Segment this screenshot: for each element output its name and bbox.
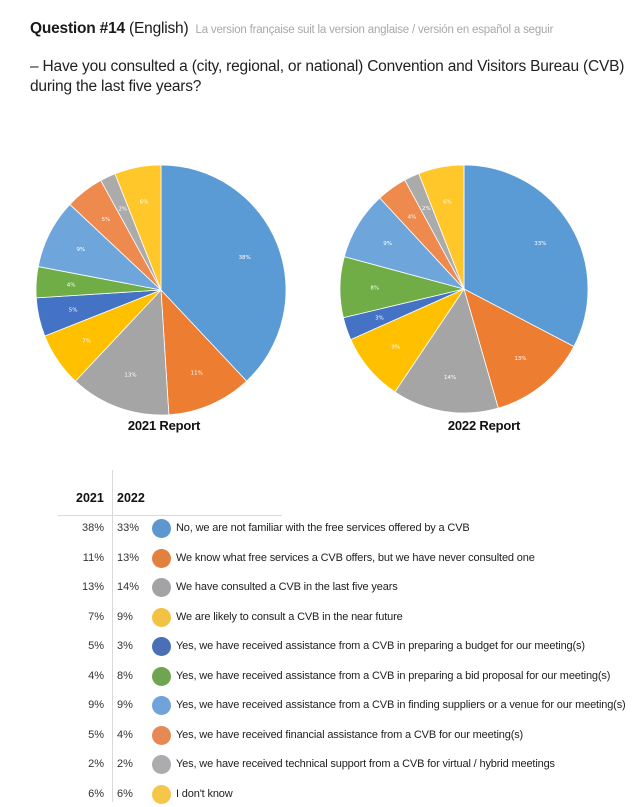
- legend-swatch-icon: [152, 548, 171, 568]
- slice-data-label: 38%: [239, 255, 251, 261]
- pie-slice: [114, 164, 162, 291]
- slice-data-label: 13%: [514, 356, 526, 362]
- value-2022: 3%: [117, 640, 133, 653]
- legend-label: Yes, we have received financial assistan…: [176, 728, 524, 741]
- slice-data-label: 9%: [391, 345, 400, 351]
- pie-chart-2021: 38% 11% 13% 7% 5% 4% 9% 5% 2% 6%: [35, 164, 287, 416]
- value-2022: 33%: [117, 522, 140, 534]
- value-2022: 2%: [117, 758, 133, 771]
- legend-swatch-icon: [152, 637, 171, 657]
- table-column-divider: [112, 470, 113, 802]
- slice-data-label: 5%: [101, 217, 110, 223]
- chart-title-2021: 2021 Report: [127, 418, 201, 433]
- pie-slice: [463, 164, 589, 348]
- legend-swatch-icon: [152, 784, 171, 804]
- legend-row: 6% 6% I don't know: [0, 784, 644, 807]
- legend-label: Yes, we have received assistance from a …: [176, 699, 626, 712]
- pie-slice: [418, 164, 465, 290]
- value-2021: 38%: [81, 522, 104, 534]
- question-number: Question #14: [30, 20, 125, 37]
- legend-swatch-icon: [152, 578, 171, 598]
- translation-note: La version française suit la version ang…: [195, 24, 554, 36]
- value-2022: 8%: [117, 669, 133, 682]
- slice-data-label: 4%: [408, 214, 417, 220]
- legend-label: Yes, we have received technical support …: [176, 758, 555, 771]
- slice-data-label: 6%: [140, 200, 149, 206]
- slice-data-label: 6%: [443, 199, 452, 205]
- legend-swatch-icon: [152, 755, 171, 775]
- legend-label: Yes, we have received assistance from a …: [176, 640, 585, 653]
- legend-row: 9% 9% Yes, we have received assistance fro…: [0, 696, 644, 718]
- legend-row: 5% 4% Yes, we have received financial assi…: [0, 725, 644, 748]
- pie-chart-2022: 33% 13% 14% 9% 3% 8% 9% 4% 2% 6%: [339, 164, 589, 414]
- value-2021: 5%: [88, 640, 104, 653]
- value-2022: 13%: [117, 551, 140, 564]
- question-language: (English): [129, 20, 189, 37]
- legend-swatch-icon: [152, 666, 171, 686]
- slice-data-label: 3%: [375, 316, 384, 322]
- question-text: – Have you consulted a (city, regional, …: [30, 58, 625, 95]
- legend-label: No, we are not familiar with the free se…: [176, 522, 470, 534]
- table-header-rule: [58, 515, 282, 516]
- question-heading: Question #14 (English) La version frança…: [30, 20, 553, 38]
- pie-slice: [463, 288, 575, 409]
- legend-row: 7% 9% We are likely to consult a CVB in th…: [0, 607, 644, 630]
- slice-data-label: 11%: [191, 371, 203, 377]
- legend-label: We know what free services a CVB offers,…: [176, 551, 535, 564]
- value-2021: 13%: [81, 581, 104, 594]
- value-2021: 11%: [82, 551, 104, 564]
- value-2021: 2%: [88, 758, 104, 771]
- value-2021: 6%: [88, 787, 104, 800]
- slice-data-label: 5%: [69, 308, 78, 314]
- value-2022: 9%: [117, 699, 133, 712]
- slice-data-label: 9%: [383, 241, 392, 247]
- chart-title-2022: 2022 Report: [447, 418, 521, 433]
- legend-label: We are likely to consult a CVB in the ne…: [176, 610, 403, 623]
- value-2021: 7%: [88, 610, 104, 623]
- legend-swatch-icon: [152, 519, 171, 538]
- value-2021: 5%: [88, 728, 104, 741]
- legend-row: 13% 14% We have consulted a CVB in the las…: [0, 578, 644, 600]
- value-2022: 6%: [117, 787, 133, 800]
- value-2021: 9%: [88, 699, 104, 712]
- value-2022: 14%: [117, 581, 140, 594]
- pie-slice: [160, 288, 248, 416]
- legend-swatch-icon: [152, 725, 171, 745]
- value-2021: 4%: [88, 669, 104, 682]
- legend-row: 38% 33% No, we are not familiar with the f…: [0, 519, 644, 541]
- slice-data-label: 4%: [67, 282, 76, 288]
- pie-slice: [160, 164, 287, 382]
- pie-slice: [74, 289, 170, 416]
- slice-data-label: 9%: [76, 247, 85, 253]
- legend-label: We have consulted a CVB in the last five…: [176, 581, 398, 594]
- legend-row: 5% 3% Yes, we have received assistance fro…: [0, 637, 644, 659]
- slice-data-label: 8%: [370, 286, 379, 292]
- slice-data-label: 7%: [82, 339, 91, 345]
- legend-label: Yes, we have received assistance from a …: [176, 669, 611, 682]
- slice-data-label: 13%: [124, 373, 136, 379]
- slice-data-label: 2%: [422, 206, 431, 212]
- column-header-2022: 2022: [117, 491, 145, 505]
- legend-label: I don't know: [176, 787, 233, 800]
- slice-data-label: 2%: [118, 207, 127, 213]
- slice-data-label: 14%: [444, 375, 456, 381]
- legend-swatch-icon: [152, 696, 171, 716]
- value-2022: 9%: [117, 610, 133, 623]
- pie-charts: 38% 11% 13% 7% 5% 4% 9% 5% 2% 6% 33% 13% 14% 9% 3% 8% 9…: [35, 164, 589, 416]
- value-2022: 4%: [117, 728, 133, 741]
- legend-row: 11% 13% We know what free services a CVB o…: [0, 548, 644, 571]
- slice-data-label: 33%: [534, 241, 546, 247]
- legend-row: 2% 2% Yes, we have received technical supp…: [0, 755, 644, 777]
- legend-swatch-icon: [152, 607, 171, 627]
- pie-slice: [394, 288, 499, 414]
- legend-row: 4% 8% Yes, we have received assistance fro…: [0, 666, 644, 689]
- column-header-2021: 2021: [76, 491, 104, 505]
